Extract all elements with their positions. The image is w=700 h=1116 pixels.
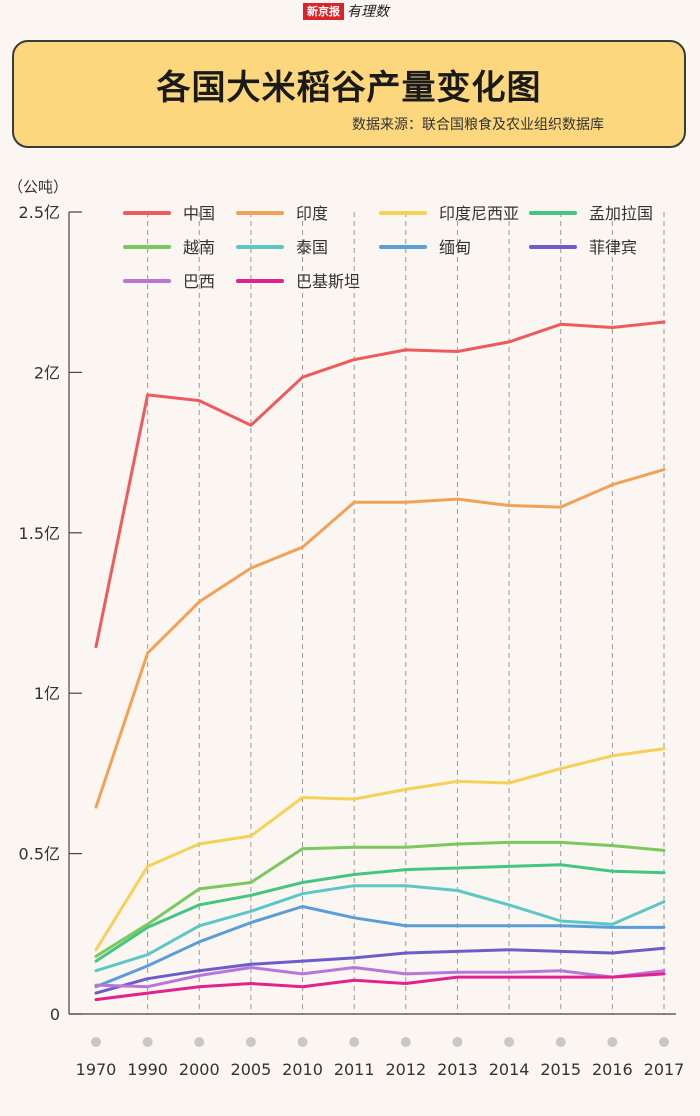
- y-tick-label: 0.5亿: [19, 845, 60, 864]
- x-tick-label: 2005: [231, 1060, 272, 1079]
- series-line-缅甸: [94, 905, 666, 989]
- x-tick-label: 2017: [644, 1060, 685, 1079]
- x-tick-label: 2016: [592, 1060, 633, 1079]
- x-tick-dot: [452, 1037, 463, 1047]
- legend-label: 泰国: [296, 238, 328, 257]
- x-tick-dot: [504, 1037, 515, 1047]
- x-tick-label: 1970: [76, 1060, 117, 1079]
- legend-label: 越南: [183, 238, 215, 257]
- x-tick-label: 2015: [540, 1060, 581, 1079]
- y-tick-label: 1.5亿: [19, 524, 60, 543]
- series-line-巴西: [94, 966, 666, 989]
- series-line-印度: [94, 468, 666, 809]
- legend-label: 印度: [296, 204, 328, 223]
- x-tick-label: 2014: [489, 1060, 530, 1079]
- header-panel: 各国大米稻谷产量变化图 数据来源：联合国粮食及农业组织数据库: [12, 40, 686, 148]
- x-tick-dot: [555, 1037, 566, 1047]
- x-tick-dot: [142, 1037, 153, 1047]
- series-line-巴基斯坦: [94, 972, 666, 1002]
- series-line-中国: [94, 320, 666, 649]
- y-tick-label: 2.5亿: [19, 203, 60, 222]
- x-tick-label: 2012: [385, 1060, 426, 1079]
- x-tick-label: 1990: [127, 1060, 168, 1079]
- legend-label: 印度尼西亚: [439, 204, 519, 223]
- y-tick-label: 2亿: [34, 363, 60, 382]
- x-tick-dot: [607, 1037, 618, 1047]
- x-tick-label: 2013: [437, 1060, 478, 1079]
- data-source: 数据来源：联合国粮食及农业组织数据库: [352, 117, 604, 133]
- series-line-泰国: [94, 884, 666, 973]
- legend-label: 缅甸: [439, 238, 471, 257]
- legend-label: 巴基斯坦: [296, 272, 360, 291]
- x-tick-dot: [297, 1037, 308, 1047]
- brand-name: 新京报: [303, 2, 344, 20]
- series-line-越南: [94, 840, 666, 958]
- x-tick-dot: [400, 1037, 411, 1047]
- x-tick-label: 2010: [282, 1060, 323, 1079]
- series-line-菲律宾: [94, 946, 666, 995]
- legend-label: 中国: [183, 204, 215, 223]
- chart-title: 各国大米稻谷产量变化图: [156, 68, 542, 108]
- brand-column: 有理数: [347, 4, 389, 20]
- x-tick-label: 2011: [334, 1060, 375, 1079]
- series-line-印度尼西亚: [94, 747, 666, 952]
- series-line-孟加拉国: [94, 863, 666, 963]
- unit-label: （公吨）: [8, 178, 68, 196]
- legend-label: 巴西: [183, 272, 215, 291]
- legend-label: 菲律宾: [589, 238, 637, 257]
- legend-label: 孟加拉国: [589, 204, 653, 223]
- x-tick-dot: [194, 1037, 205, 1047]
- x-tick-dot: [91, 1037, 101, 1047]
- brand-logo: 新京报 有理数: [303, 2, 389, 20]
- y-tick-label: 1亿: [34, 684, 60, 703]
- x-tick-dot: [245, 1037, 256, 1047]
- x-tick-dot: [659, 1037, 669, 1047]
- y-tick-label: 0: [50, 1005, 60, 1024]
- x-tick-dot: [349, 1037, 360, 1047]
- x-tick-label: 2000: [179, 1060, 220, 1079]
